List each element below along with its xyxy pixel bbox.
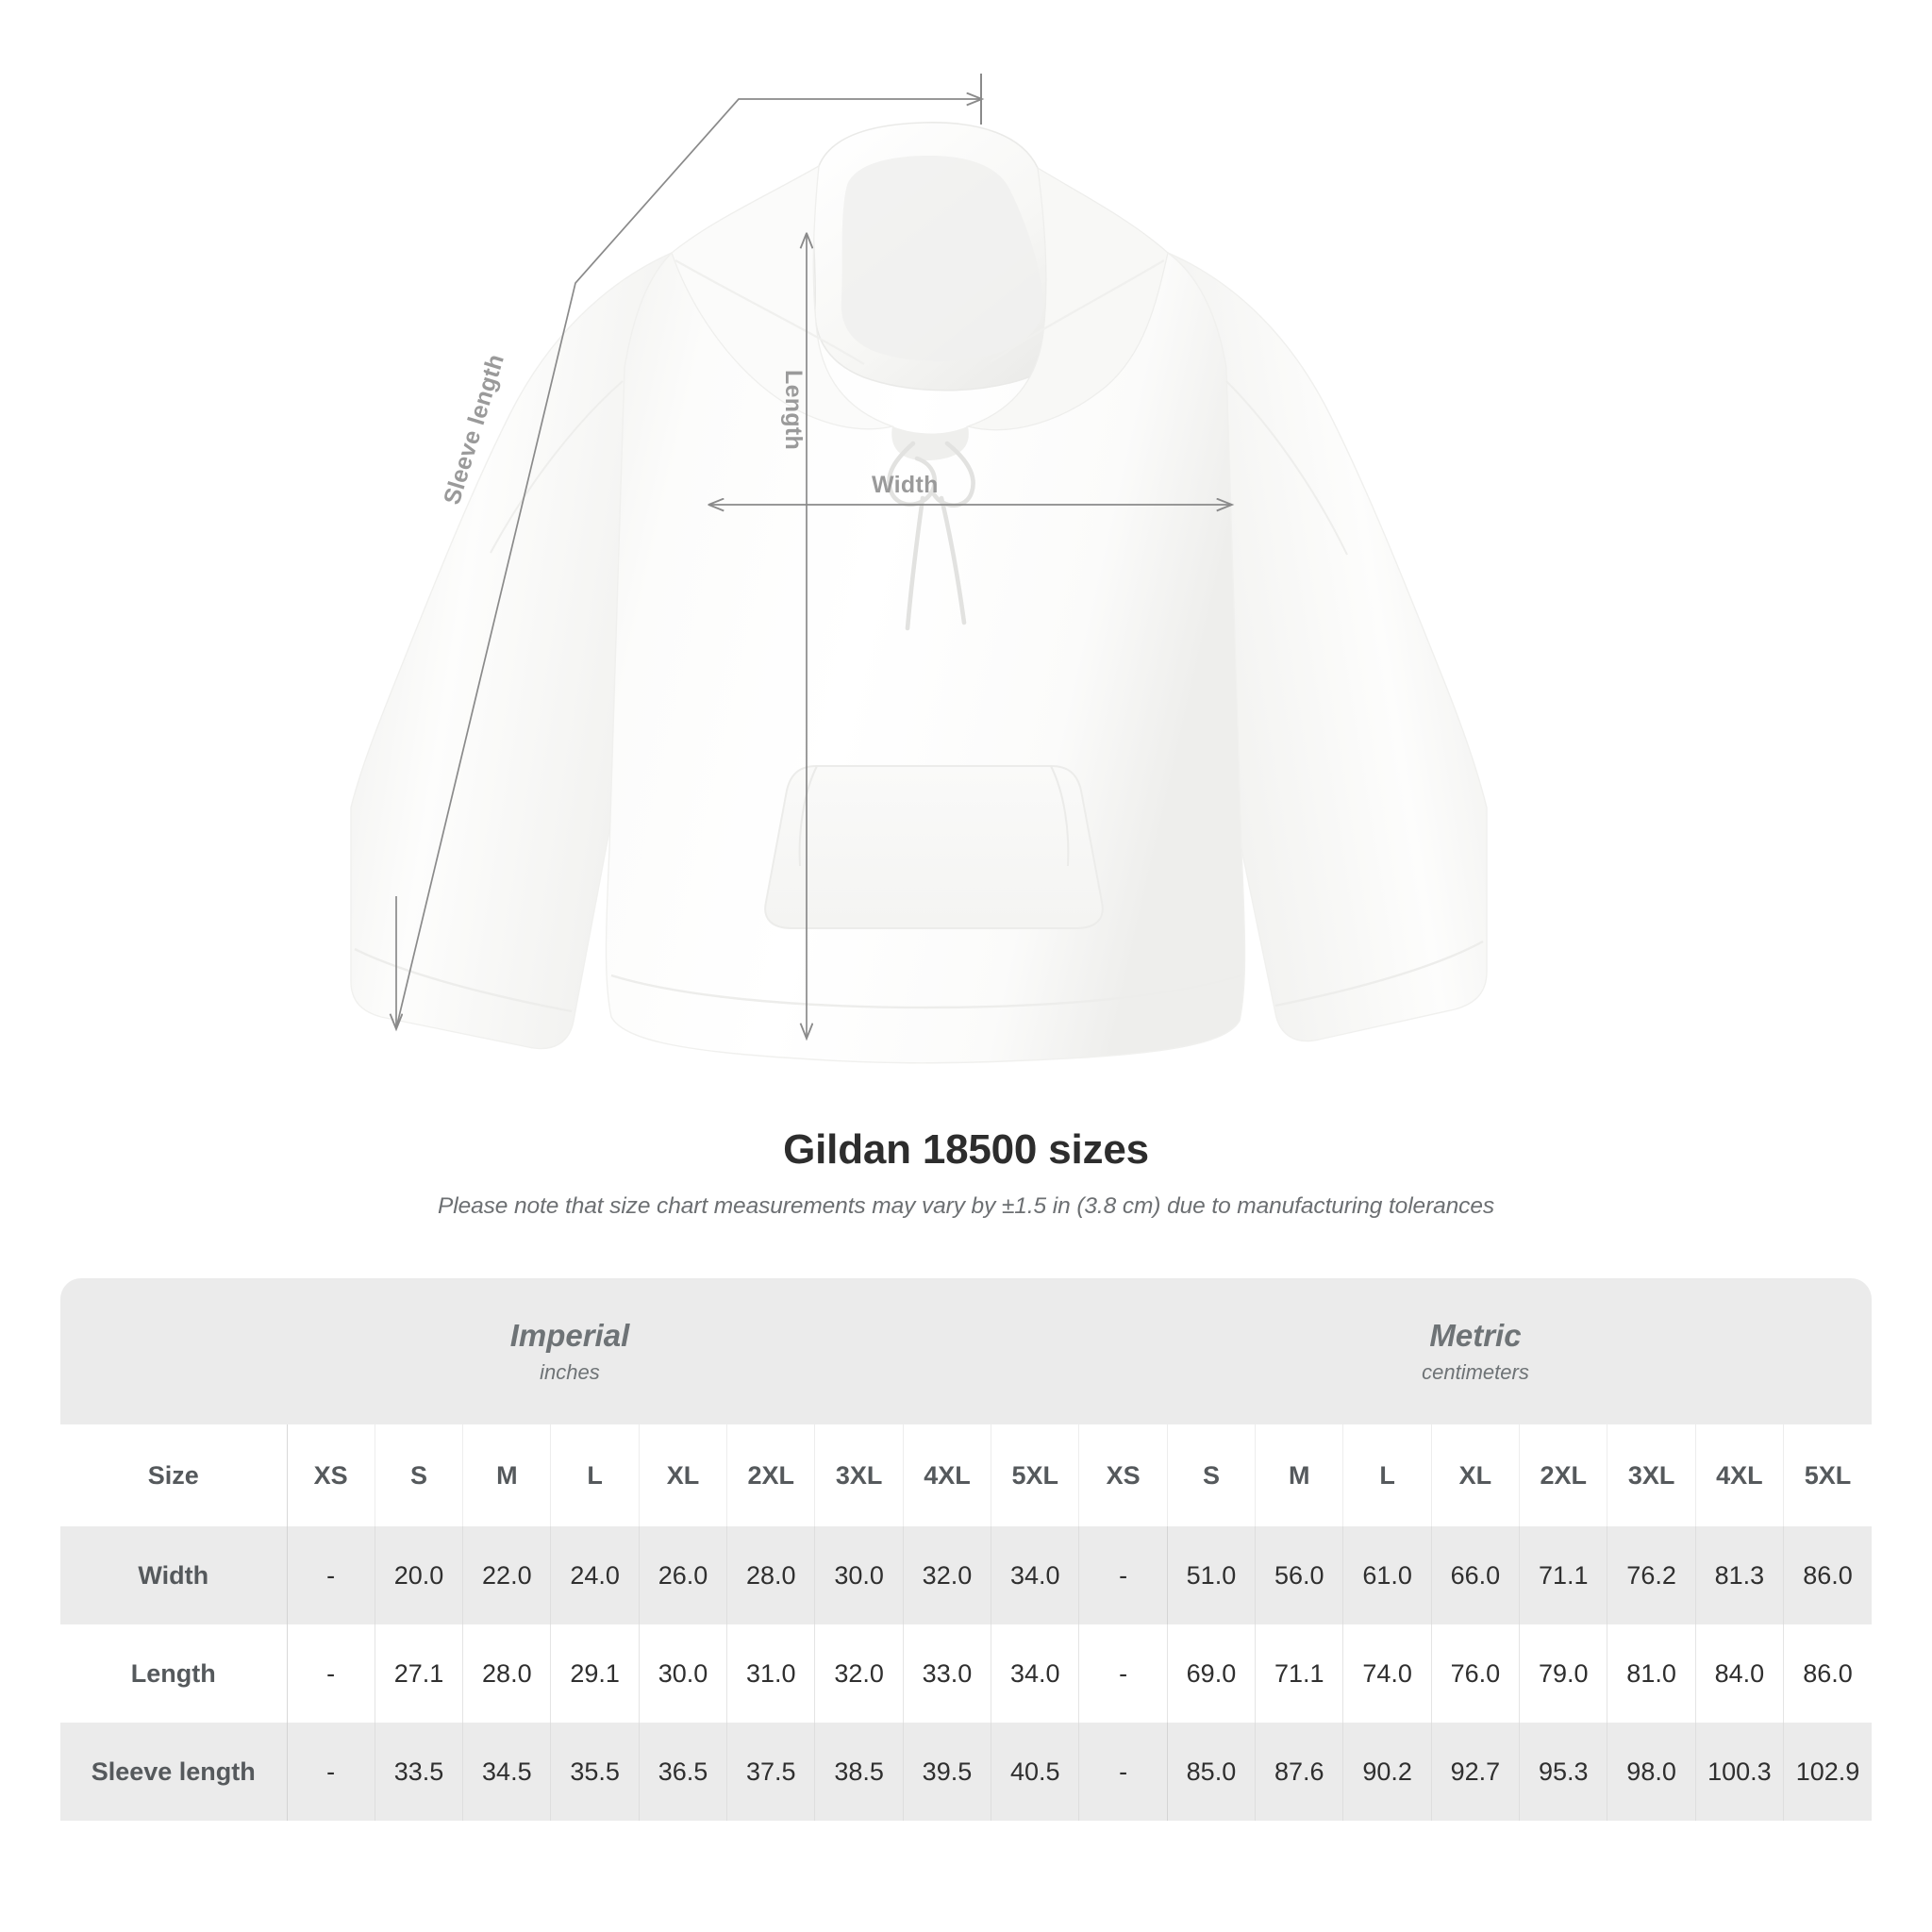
col-header-metric-xl: XL bbox=[1431, 1424, 1521, 1526]
cell-width-imperial-2xl: 28.0 bbox=[726, 1526, 816, 1624]
col-header-imperial-xl: XL bbox=[639, 1424, 728, 1526]
unit-group-header-row: Imperial inches Metric centimeters bbox=[60, 1278, 1872, 1424]
cell-width-imperial-xl: 26.0 bbox=[639, 1526, 728, 1624]
cell-width-metric-xl: 66.0 bbox=[1431, 1526, 1521, 1624]
size-corner-label: Size bbox=[60, 1424, 288, 1526]
cell-sleeve-metric-xs: - bbox=[1078, 1723, 1168, 1821]
cell-width-metric-3xl: 76.2 bbox=[1607, 1526, 1696, 1624]
cell-length-imperial-5xl: 34.0 bbox=[991, 1624, 1080, 1723]
cell-width-metric-4xl: 81.3 bbox=[1695, 1526, 1785, 1624]
tolerance-note: Please note that size chart measurements… bbox=[438, 1193, 1494, 1220]
cell-sleeve-imperial-m: 34.5 bbox=[462, 1723, 552, 1821]
cell-width-imperial-4xl: 32.0 bbox=[903, 1526, 992, 1624]
cell-width-metric-l: 61.0 bbox=[1342, 1526, 1432, 1624]
garment-diagram: Length Width Sleeve length bbox=[350, 74, 1488, 1064]
col-header-imperial-5xl: 5XL bbox=[991, 1424, 1080, 1526]
col-header-imperial-xs: XS bbox=[287, 1424, 375, 1526]
col-header-imperial-3xl: 3XL bbox=[814, 1424, 904, 1526]
cell-width-metric-s: 51.0 bbox=[1167, 1526, 1257, 1624]
cell-length-metric-xs: - bbox=[1078, 1624, 1168, 1723]
size-table-container: Imperial inches Metric centimeters Size … bbox=[60, 1278, 1872, 1821]
col-header-imperial-4xl: 4XL bbox=[903, 1424, 992, 1526]
cell-length-metric-5xl: 86.0 bbox=[1783, 1624, 1872, 1723]
cell-sleeve-metric-l: 90.2 bbox=[1342, 1723, 1432, 1821]
imperial-group-header: Imperial inches bbox=[60, 1278, 1079, 1424]
cell-length-metric-xl: 76.0 bbox=[1431, 1624, 1521, 1723]
cell-sleeve-metric-3xl: 98.0 bbox=[1607, 1723, 1696, 1821]
cell-sleeve-imperial-xs: - bbox=[287, 1723, 375, 1821]
metric-group-header: Metric centimeters bbox=[1078, 1278, 1872, 1424]
cell-length-imperial-xl: 30.0 bbox=[639, 1624, 728, 1723]
cell-length-metric-4xl: 84.0 bbox=[1695, 1624, 1785, 1723]
table-row: Length - 27.1 28.0 29.1 30.0 31.0 32.0 3… bbox=[60, 1624, 1872, 1723]
cell-sleeve-imperial-3xl: 38.5 bbox=[814, 1723, 904, 1821]
cell-sleeve-metric-4xl: 100.3 bbox=[1695, 1723, 1785, 1821]
metric-group-name: Metric bbox=[1429, 1317, 1522, 1353]
page-title: Gildan 18500 sizes bbox=[783, 1126, 1149, 1173]
cell-length-metric-s: 69.0 bbox=[1167, 1624, 1257, 1723]
col-header-metric-5xl: 5XL bbox=[1783, 1424, 1872, 1526]
table-row: Sleeve length - 33.5 34.5 35.5 36.5 37.5… bbox=[60, 1723, 1872, 1821]
cell-length-imperial-2xl: 31.0 bbox=[726, 1624, 816, 1723]
col-header-metric-m: M bbox=[1255, 1424, 1344, 1526]
cell-sleeve-metric-2xl: 95.3 bbox=[1519, 1723, 1608, 1821]
cell-sleeve-metric-s: 85.0 bbox=[1167, 1723, 1257, 1821]
cell-width-imperial-3xl: 30.0 bbox=[814, 1526, 904, 1624]
row-label-length: Length bbox=[60, 1624, 288, 1723]
cell-length-metric-2xl: 79.0 bbox=[1519, 1624, 1608, 1723]
cell-sleeve-metric-5xl: 102.9 bbox=[1783, 1723, 1872, 1821]
imperial-group-name: Imperial bbox=[509, 1317, 630, 1353]
cell-length-imperial-3xl: 32.0 bbox=[814, 1624, 904, 1723]
cell-width-imperial-l: 24.0 bbox=[550, 1526, 640, 1624]
cell-length-imperial-xs: - bbox=[287, 1624, 375, 1723]
row-label-width: Width bbox=[60, 1526, 288, 1624]
row-label-sleeve-length: Sleeve length bbox=[60, 1723, 288, 1821]
cell-width-metric-2xl: 71.1 bbox=[1519, 1526, 1608, 1624]
size-header-row: Size XS S M L XL 2XL 3XL 4XL 5XL XS S M … bbox=[60, 1424, 1872, 1526]
cell-sleeve-imperial-l: 35.5 bbox=[550, 1723, 640, 1821]
size-table: Imperial inches Metric centimeters Size … bbox=[60, 1278, 1872, 1821]
measurement-lines bbox=[396, 74, 1231, 1038]
width-measure-label: Width bbox=[872, 472, 939, 498]
hoodie-illustration bbox=[350, 122, 1488, 1064]
col-header-imperial-s: S bbox=[375, 1424, 464, 1526]
cell-length-imperial-s: 27.1 bbox=[375, 1624, 464, 1723]
col-header-metric-3xl: 3XL bbox=[1607, 1424, 1696, 1526]
cell-width-imperial-xs: - bbox=[287, 1526, 375, 1624]
col-header-metric-xs: XS bbox=[1078, 1424, 1168, 1526]
col-header-imperial-l: L bbox=[550, 1424, 640, 1526]
cell-width-imperial-m: 22.0 bbox=[462, 1526, 552, 1624]
cell-sleeve-metric-m: 87.6 bbox=[1255, 1723, 1344, 1821]
cell-sleeve-imperial-xl: 36.5 bbox=[639, 1723, 728, 1821]
table-row: Width - 20.0 22.0 24.0 26.0 28.0 30.0 32… bbox=[60, 1526, 1872, 1624]
title-block: Gildan 18500 sizes Please note that size… bbox=[0, 1126, 1932, 1220]
col-header-metric-l: L bbox=[1342, 1424, 1432, 1526]
cell-width-metric-5xl: 86.0 bbox=[1783, 1526, 1872, 1624]
col-header-metric-s: S bbox=[1167, 1424, 1257, 1526]
length-measure-label: Length bbox=[780, 370, 807, 451]
cell-sleeve-imperial-4xl: 39.5 bbox=[903, 1723, 992, 1821]
cell-sleeve-imperial-5xl: 40.5 bbox=[991, 1723, 1080, 1821]
cell-length-metric-l: 74.0 bbox=[1342, 1624, 1432, 1723]
col-header-metric-4xl: 4XL bbox=[1695, 1424, 1785, 1526]
cell-sleeve-metric-xl: 92.7 bbox=[1431, 1723, 1521, 1821]
col-header-imperial-m: M bbox=[462, 1424, 552, 1526]
cell-length-imperial-m: 28.0 bbox=[462, 1624, 552, 1723]
cell-width-metric-xs: - bbox=[1078, 1526, 1168, 1624]
col-header-metric-2xl: 2XL bbox=[1519, 1424, 1608, 1526]
cell-width-imperial-5xl: 34.0 bbox=[991, 1526, 1080, 1624]
cell-length-metric-m: 71.1 bbox=[1255, 1624, 1344, 1723]
imperial-group-unit: inches bbox=[540, 1360, 600, 1385]
cell-width-metric-m: 56.0 bbox=[1255, 1526, 1344, 1624]
cell-length-metric-3xl: 81.0 bbox=[1607, 1624, 1696, 1723]
cell-length-imperial-l: 29.1 bbox=[550, 1624, 640, 1723]
metric-group-unit: centimeters bbox=[1422, 1360, 1529, 1385]
cell-sleeve-imperial-s: 33.5 bbox=[375, 1723, 464, 1821]
cell-sleeve-imperial-2xl: 37.5 bbox=[726, 1723, 816, 1821]
col-header-imperial-2xl: 2XL bbox=[726, 1424, 816, 1526]
cell-length-imperial-4xl: 33.0 bbox=[903, 1624, 992, 1723]
cell-width-imperial-s: 20.0 bbox=[375, 1526, 464, 1624]
